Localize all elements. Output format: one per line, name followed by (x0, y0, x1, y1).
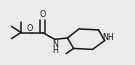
Text: O: O (39, 10, 46, 19)
Text: N: N (52, 40, 58, 49)
Text: O: O (27, 24, 33, 33)
Text: NH: NH (102, 33, 114, 42)
Text: H: H (52, 46, 58, 55)
